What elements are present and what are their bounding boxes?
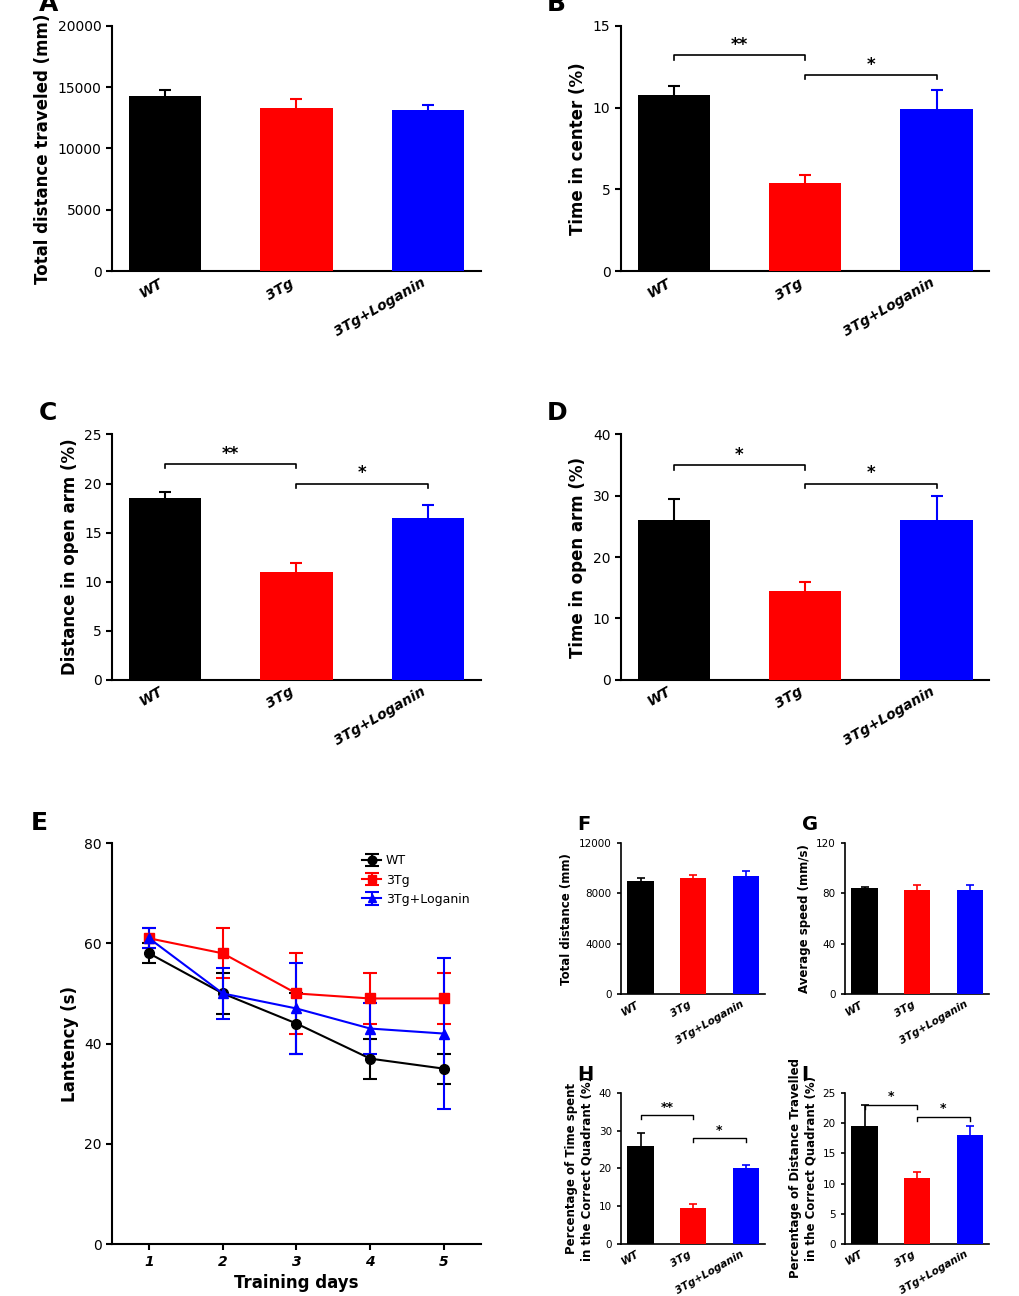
Text: **: ** (730, 36, 747, 54)
Y-axis label: Time in open arm (%): Time in open arm (%) (569, 456, 587, 657)
Bar (900, 520, 972, 679)
Y-axis label: Total distance (mm): Total distance (mm) (560, 853, 573, 985)
Bar (732, 1169, 758, 1244)
Text: A: A (39, 0, 58, 16)
Text: *: * (887, 1090, 894, 1103)
Bar (128, 498, 201, 679)
Text: *: * (358, 464, 366, 482)
Bar (128, 96, 201, 271)
Text: I: I (801, 1065, 808, 1083)
Bar (851, 1126, 877, 1244)
Text: *: * (866, 56, 874, 74)
Bar (900, 109, 972, 271)
Y-axis label: Total distance traveled (mm): Total distance traveled (mm) (35, 13, 52, 284)
Text: D: D (546, 400, 568, 425)
Y-axis label: Distance in open arm (%): Distance in open arm (%) (60, 439, 78, 675)
Bar (260, 572, 332, 679)
Legend: WT, 3Tg, 3Tg+Loganin: WT, 3Tg, 3Tg+Loganin (357, 849, 474, 911)
Text: *: * (866, 464, 874, 482)
Bar (680, 879, 705, 994)
Bar (903, 890, 929, 994)
Bar (637, 95, 709, 271)
Text: **: ** (222, 445, 239, 463)
Bar (768, 591, 841, 679)
Text: B: B (546, 0, 566, 16)
Text: G: G (801, 815, 817, 833)
Y-axis label: Average speed (mm/s): Average speed (mm/s) (797, 844, 810, 993)
Bar (391, 110, 464, 271)
Bar (851, 889, 877, 994)
Text: *: * (940, 1103, 946, 1116)
Text: *: * (735, 446, 743, 464)
Text: E: E (32, 811, 48, 835)
Y-axis label: Percentage of Distance Travelled
in the Correct Quadrant (%): Percentage of Distance Travelled in the … (789, 1059, 816, 1278)
Text: C: C (39, 400, 57, 425)
Bar (956, 1135, 982, 1244)
Text: F: F (577, 815, 590, 833)
Bar (956, 890, 982, 994)
Bar (260, 108, 332, 271)
Bar (637, 520, 709, 679)
Text: **: ** (659, 1102, 673, 1115)
Bar (903, 1178, 929, 1244)
Bar (627, 881, 653, 994)
Text: *: * (715, 1124, 721, 1137)
Bar (680, 1208, 705, 1244)
Y-axis label: Lantency (s): Lantency (s) (60, 985, 78, 1102)
Bar (732, 876, 758, 994)
Y-axis label: Time in center (%): Time in center (%) (569, 62, 587, 235)
X-axis label: Training days: Training days (234, 1274, 359, 1292)
Bar (627, 1146, 653, 1244)
Y-axis label: Percentage of Time spent
in the Correct Quadrant (%): Percentage of Time spent in the Correct … (565, 1076, 592, 1261)
Bar (768, 183, 841, 271)
Bar (391, 518, 464, 679)
Text: H: H (577, 1065, 593, 1083)
